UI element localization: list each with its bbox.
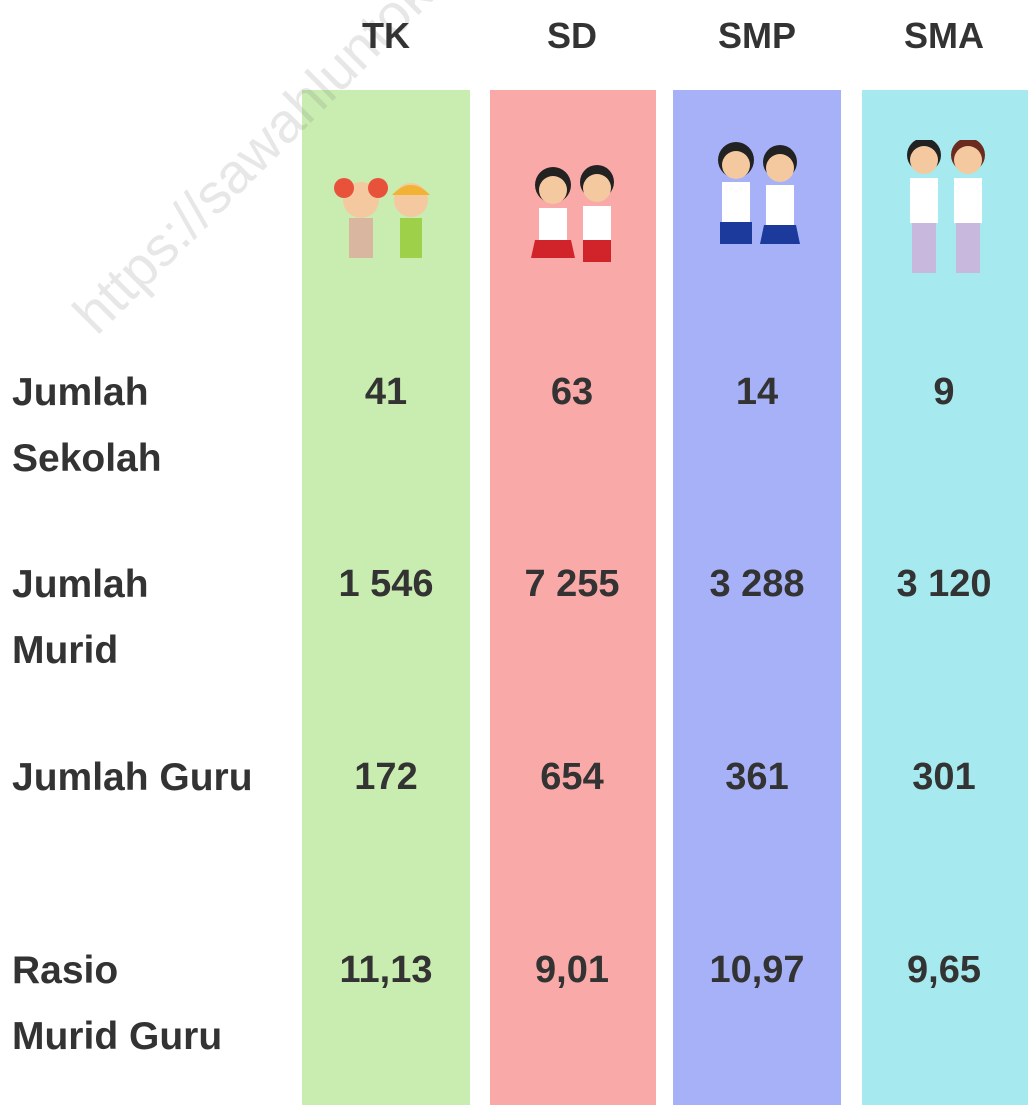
cell-value: 172	[286, 757, 486, 797]
row-label: Jumlah Guru	[12, 745, 253, 811]
cell-value: 3 120	[844, 564, 1028, 604]
row-label: Murid Guru	[12, 1004, 222, 1070]
row-label: Jumlah	[12, 360, 149, 426]
cell-value: 654	[472, 757, 672, 797]
cell-value: 361	[657, 757, 857, 797]
kids-icon	[316, 140, 456, 290]
row-label: Rasio	[12, 938, 118, 1004]
kids-icon	[505, 140, 645, 290]
cell-value: 63	[472, 372, 672, 412]
cell-value: 11,13	[286, 950, 486, 990]
cell-value: 9,65	[844, 950, 1028, 990]
column-header: SMA	[844, 16, 1028, 56]
row-label: Jumlah	[12, 552, 149, 618]
row-label: Sekolah	[12, 426, 162, 492]
cell-value: 41	[286, 372, 486, 412]
cell-value: 301	[844, 757, 1028, 797]
cell-value: 9	[844, 372, 1028, 412]
cell-value: 3 288	[657, 564, 857, 604]
kids-icon	[688, 140, 828, 290]
kids-icon	[876, 140, 1016, 290]
infographic: https://sawahluntokota.bps.go.id (() => …	[0, 0, 1028, 1105]
column-header: SD	[472, 16, 672, 56]
cell-value: 10,97	[657, 950, 857, 990]
cell-value: 7 255	[472, 564, 672, 604]
column-header: TK	[286, 16, 486, 56]
row-label: Murid	[12, 618, 118, 684]
cell-value: 14	[657, 372, 857, 412]
cell-value: 9,01	[472, 950, 672, 990]
column-header: SMP	[657, 16, 857, 56]
cell-value: 1 546	[286, 564, 486, 604]
